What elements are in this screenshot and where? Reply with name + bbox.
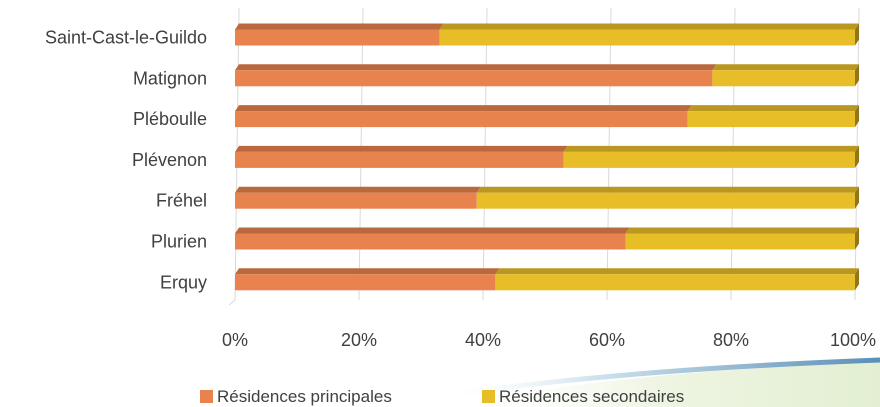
bar-row	[235, 268, 859, 291]
tick-label: 0%	[222, 330, 248, 350]
category-label: Plurien	[151, 232, 207, 252]
bar-segment	[235, 192, 477, 209]
bar-side-face	[855, 227, 859, 250]
bar-row	[235, 64, 859, 87]
bar-segment	[235, 151, 564, 168]
bar-segment	[235, 70, 713, 87]
category-axis: Saint-Cast-le-Guildo Matignon Pléboulle Plé…	[45, 28, 207, 293]
bar-side-face	[855, 145, 859, 168]
category-label: Saint-Cast-le-Guildo	[45, 28, 207, 48]
bar-top-face	[563, 145, 859, 152]
bar-segment	[687, 111, 855, 128]
category-label: Plévenon	[132, 150, 207, 170]
plot-area	[235, 23, 859, 291]
bar-top-face	[439, 23, 859, 30]
legend-item: Résidences principales	[200, 387, 392, 406]
bar-segment	[235, 274, 496, 291]
bar-segment	[235, 233, 626, 250]
bar-top-face	[235, 105, 692, 112]
bar-segment	[495, 274, 855, 291]
legend-item: Résidences secondaires	[482, 387, 684, 406]
bar-top-face	[495, 268, 859, 275]
bar-segment	[476, 192, 855, 209]
bar-segment	[235, 29, 440, 46]
bar-side-face	[855, 105, 859, 128]
bar-top-face	[625, 227, 859, 234]
bar-segment	[235, 111, 688, 128]
legend: Résidences principales Résidences seconda…	[200, 387, 684, 406]
bar-side-face	[855, 268, 859, 291]
bar-side-face	[855, 186, 859, 209]
legend-swatch	[482, 390, 495, 403]
tick-label: 100%	[830, 330, 876, 350]
bar-top-face	[235, 227, 630, 234]
legend-label: Résidences secondaires	[499, 387, 684, 406]
bar-side-face	[855, 64, 859, 87]
bar-row	[235, 23, 859, 46]
tick-label: 80%	[713, 330, 749, 350]
value-axis: 0% 20% 40% 60% 80% 100%	[222, 330, 876, 350]
bar-segment	[563, 151, 855, 168]
bar-row	[235, 186, 859, 209]
tick-label: 20%	[341, 330, 377, 350]
bar-top-face	[235, 186, 481, 193]
axis-floor-edge	[228, 299, 236, 306]
bar-top-face	[235, 145, 568, 152]
bar-top-face	[235, 64, 717, 71]
bar-top-face	[712, 64, 859, 71]
bar-row	[235, 105, 859, 128]
category-label: Fréhel	[156, 191, 207, 211]
bar-top-face	[476, 186, 859, 193]
bar-top-face	[235, 268, 500, 275]
legend-label: Résidences principales	[217, 387, 392, 406]
category-label: Pléboulle	[133, 109, 207, 129]
bar-top-face	[687, 105, 859, 112]
category-label: Erquy	[160, 272, 207, 292]
bar-segment	[625, 233, 855, 250]
bar-side-face	[855, 23, 859, 46]
bar-segment	[712, 70, 855, 87]
category-label: Matignon	[133, 68, 207, 88]
bar-top-face	[235, 23, 444, 30]
legend-swatch	[200, 390, 213, 403]
tick-label: 40%	[465, 330, 501, 350]
tick-label: 60%	[589, 330, 625, 350]
background-swoosh	[439, 357, 880, 407]
bar-row	[235, 227, 859, 250]
bar-row	[235, 145, 859, 168]
bar-segment	[439, 29, 855, 46]
